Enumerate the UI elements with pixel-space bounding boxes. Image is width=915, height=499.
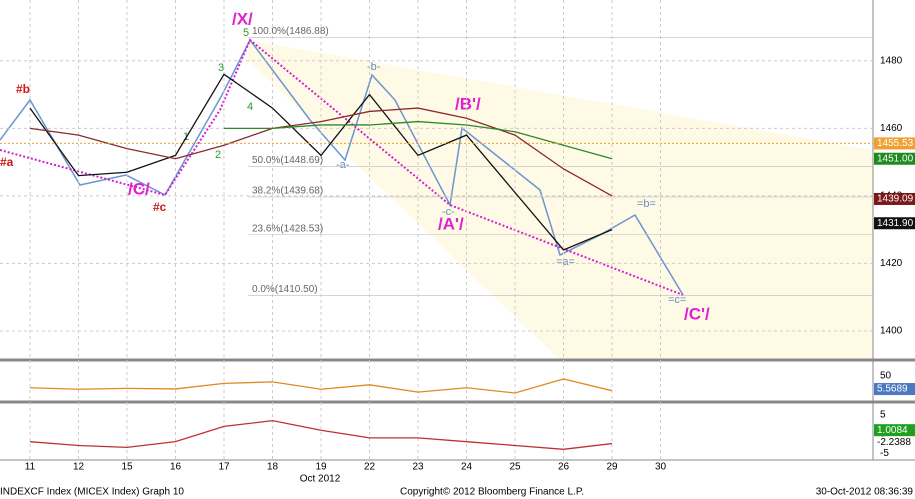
series-line <box>29 378 613 394</box>
annotation: =c= <box>668 294 686 306</box>
y-tick-label: 5 <box>880 410 886 421</box>
x-tick-label: 12 <box>73 462 85 473</box>
fib-label: 100.0%(1486.88) <box>252 26 329 37</box>
price-tag <box>874 436 915 449</box>
fib-label: 0.0%(1410.50) <box>252 284 318 295</box>
x-tick-label: 16 <box>170 462 182 473</box>
price-tag-label: 1439.09 <box>877 194 914 205</box>
annotation: 4 <box>247 101 253 113</box>
series-line <box>224 120 613 160</box>
price-tag-label: 1451.00 <box>877 153 914 164</box>
price-tag <box>874 137 915 150</box>
footer-left: INDEXCF Index (MICEX Index) Graph 10 <box>0 487 184 498</box>
x-tick-label: 25 <box>509 462 521 473</box>
annotation: /C/ <box>128 179 150 198</box>
annotation: =b= <box>637 198 656 210</box>
y-tick-label: 1420 <box>880 258 903 269</box>
x-caption: Oct 2012 <box>300 474 341 485</box>
annotation: /C'/ <box>684 304 710 323</box>
fib-label: 23.6%(1428.53) <box>252 223 323 234</box>
x-tick-label: 17 <box>218 462 230 473</box>
y-tick-label: -5 <box>880 448 889 459</box>
wave-dotted <box>0 38 684 296</box>
channel <box>248 40 873 360</box>
price-tag-label: 1455.53 <box>877 138 914 149</box>
annotation: /A'/ <box>438 214 464 233</box>
x-tick-label: 26 <box>558 462 570 473</box>
annotation: /X/ <box>232 9 253 28</box>
footer-center: Copyright© 2012 Bloomberg Finance L.P. <box>400 487 584 498</box>
fib-label: 38.2%(1439.68) <box>252 186 323 197</box>
annotation: /B'/ <box>455 94 481 113</box>
annotation: 2 <box>215 149 221 161</box>
y-tick-label: 50 <box>880 371 892 382</box>
x-tick-label: 23 <box>412 462 424 473</box>
y-tick-label: 1460 <box>880 123 903 134</box>
y-tick-label: 1480 <box>880 55 903 66</box>
x-tick-label: 30 <box>655 462 667 473</box>
x-tick-label: 18 <box>267 462 279 473</box>
price-tag <box>874 192 915 205</box>
x-tick-label: 24 <box>461 462 473 473</box>
fib-label: 50.0%(1448.69) <box>252 155 323 166</box>
annotation: -c- <box>442 206 455 218</box>
annotation: =a= <box>556 256 575 268</box>
price-tag <box>874 424 915 437</box>
x-tick-label: 11 <box>25 462 36 473</box>
x-tick-label: 15 <box>121 462 133 473</box>
series-line <box>29 107 613 197</box>
annotation: #a <box>0 155 14 169</box>
x-tick-label: 22 <box>364 462 376 473</box>
annotation: 3 <box>218 62 224 74</box>
wave-line <box>0 38 684 296</box>
y-tick-label: 1400 <box>880 326 903 337</box>
price-tag-label: 1.0084 <box>877 425 908 436</box>
series-line <box>29 420 613 450</box>
price-tag-label: -2.2388 <box>877 437 911 448</box>
x-tick-label: 29 <box>606 462 618 473</box>
footer-right: 30-Oct-2012 08:36:39 <box>816 487 914 498</box>
price-tag <box>874 152 915 165</box>
annotation: #b <box>16 82 30 96</box>
x-tick-label: 19 <box>315 462 327 473</box>
annotation: #c <box>153 200 167 214</box>
annotation: -a- <box>336 159 350 171</box>
price-tag-label: 5.5689 <box>877 384 908 395</box>
annotation: 5 <box>243 27 249 39</box>
series-line <box>29 73 613 251</box>
annotation: -b- <box>367 61 381 73</box>
price-tag <box>874 383 915 396</box>
price-tag-label: 1431.90 <box>877 218 914 229</box>
price-tag <box>874 217 915 230</box>
